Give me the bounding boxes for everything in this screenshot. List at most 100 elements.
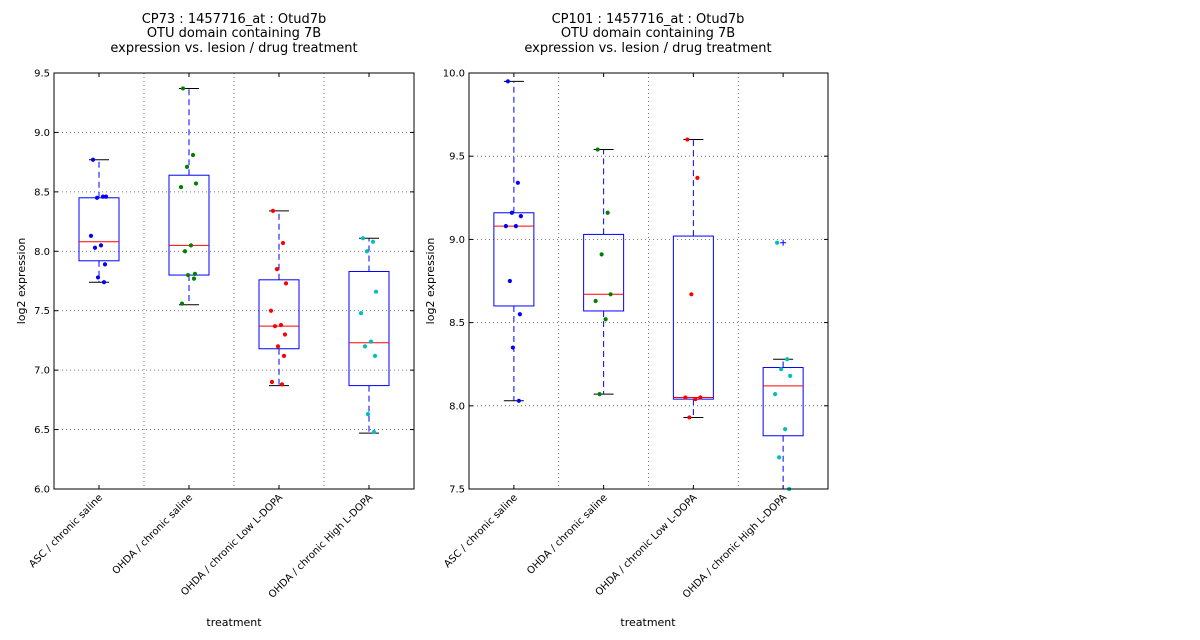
x-tick-label: OHDA / chronic Low L-DOPA [594,492,700,598]
data-point [515,180,520,185]
data-point [510,345,515,350]
data-point [92,245,98,250]
data-point [192,271,198,276]
x-tick-label: OHDA / chronic High L-DOPA [267,492,375,600]
data-point [372,353,378,358]
data-point [88,233,94,238]
data-point [362,344,368,349]
data-point [185,272,191,278]
data-point [683,395,688,400]
x-tick-label: OHDA / chronic Low L-DOPA [179,492,285,598]
y-tick-label: 8.0 [449,401,465,412]
box [168,174,210,276]
data-point [788,373,793,378]
data-point [188,243,194,248]
y-tick-label: 10.0 [443,69,465,80]
x-tick-label: ASC / chronic saline [27,492,105,570]
y-tick-label: 6.5 [34,425,50,436]
data-point [513,223,518,229]
x-tick-label: OHDA / chronic High L-DOPA [681,492,789,600]
data-point [605,210,610,215]
y-tick-label: 6.0 [34,485,50,496]
y-axis-label: log2 expression [15,238,28,325]
data-point [281,353,287,358]
data-point [517,312,522,317]
y-tick-label: 8.5 [34,187,50,198]
data-point [100,194,106,199]
x-tick-label: ASC / chronic saline [442,492,520,570]
box [258,279,300,350]
data-point [178,185,184,190]
data-point [371,429,377,435]
chart-title-line-3: expression vs. lesion / drug treatment [524,41,771,56]
data-point [102,262,108,267]
box [493,212,535,307]
data-point [94,195,100,200]
data-point [180,86,186,91]
data-point [272,324,278,329]
data-point [280,240,286,246]
data-point [191,276,197,281]
data-point [773,392,778,397]
data-point [698,395,703,400]
data-point [505,79,510,84]
box [672,235,714,400]
data-point [593,298,598,304]
data-point [95,275,101,280]
data-point [179,301,185,306]
plot-frame [468,72,829,490]
box [583,233,625,312]
data-point [695,175,700,180]
y-tick-label: 7.0 [34,366,50,377]
data-point [599,252,604,257]
chart-cp101: CP101 : 1457716_at : Otud7b OTU domain c… [424,12,829,629]
data-point [365,412,371,417]
data-point [274,267,280,272]
data-point [685,137,690,142]
data-point [275,344,281,349]
data-point [509,210,514,215]
y-tick-label: 7.5 [449,485,465,496]
data-point [603,317,608,322]
x-axis-label: treatment [620,616,676,629]
data-point [368,339,374,344]
data-point [283,281,289,286]
data-point [278,322,284,328]
chart-title-line-2: OTU domain containing 7B [561,26,735,41]
y-tick-label: 7.5 [34,306,50,317]
data-point [190,152,196,158]
data-point [98,243,104,248]
data-point [693,397,698,402]
chart-title-line-2: OTU domain containing 7B [147,26,321,41]
x-tick-label: OHDA / chronic saline [111,492,196,577]
data-point [103,194,109,199]
data-point [364,249,370,254]
data-point [373,289,379,294]
chart-cp73: CP73 : 1457716_at : Otud7b OTU domain co… [15,12,415,629]
data-point [507,278,512,284]
data-point [779,367,784,372]
data-point [687,415,692,420]
y-tick-label: 9.5 [449,152,465,163]
chart-title-line-1: CP101 : 1457716_at : Otud7b [552,12,745,27]
box [348,270,390,387]
data-point [518,214,523,219]
data-point [503,223,508,229]
data-point [269,379,275,385]
data-point [370,239,376,244]
box [762,367,804,437]
data-point [783,426,788,432]
y-axis-label: log2 expression [424,238,437,325]
y-tick-label: 8.5 [449,318,465,329]
data-point [360,236,366,241]
data-point [785,357,790,362]
data-point [608,292,613,297]
data-point [193,181,199,186]
chart-title-line-1: CP73 : 1457716_at : Otud7b [142,12,327,27]
data-point [184,164,190,169]
data-point [358,310,364,316]
data-point [775,240,780,245]
y-tick-label: 9.0 [34,128,50,139]
data-point [270,208,276,213]
